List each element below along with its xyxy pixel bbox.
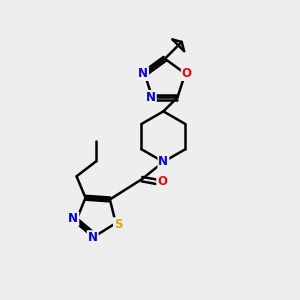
- Text: N: N: [138, 67, 148, 80]
- Text: O: O: [182, 67, 192, 80]
- Text: N: N: [68, 212, 78, 225]
- Text: S: S: [114, 218, 122, 231]
- Text: N: N: [146, 91, 156, 104]
- Text: O: O: [157, 175, 167, 188]
- Text: N: N: [88, 231, 98, 244]
- Text: N: N: [158, 155, 168, 168]
